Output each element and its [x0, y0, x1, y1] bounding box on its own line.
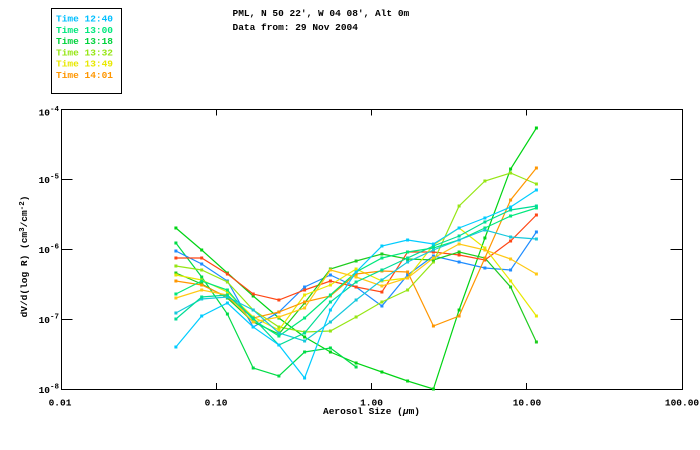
- svg-text:Time 13:18: Time 13:18: [56, 36, 113, 47]
- svg-text:0.10: 0.10: [205, 398, 228, 409]
- svg-text:0.01: 0.01: [49, 398, 72, 409]
- svg-text:dV/d(log R) (cm3/cm-2): dV/d(log R) (cm3/cm-2): [19, 196, 30, 318]
- svg-text:-5: -5: [50, 174, 60, 182]
- svg-text:Time 13:32: Time 13:32: [56, 47, 113, 58]
- svg-text:10: 10: [39, 385, 51, 396]
- svg-text:10: 10: [39, 315, 51, 326]
- svg-text:Time 13:00: Time 13:00: [56, 25, 113, 36]
- svg-text:-8: -8: [50, 384, 60, 392]
- svg-text:100.00: 100.00: [665, 398, 700, 409]
- svg-text:10: 10: [39, 108, 51, 119]
- svg-text:10: 10: [39, 175, 51, 186]
- svg-text:-4: -4: [50, 106, 60, 114]
- svg-text:Time 12:40: Time 12:40: [56, 14, 113, 25]
- svg-text:Aerosol Size (μm): Aerosol Size (μm): [323, 406, 420, 417]
- svg-text:-6: -6: [50, 244, 60, 252]
- svg-text:10: 10: [39, 245, 51, 256]
- svg-text:Time 13:49: Time 13:49: [56, 59, 113, 70]
- svg-text:-7: -7: [50, 314, 59, 322]
- svg-text:Data from: 29 Nov 2004: Data from: 29 Nov 2004: [233, 22, 359, 33]
- svg-text:1.00: 1.00: [360, 398, 383, 409]
- svg-text:Time 14:01: Time 14:01: [56, 70, 113, 81]
- svg-text:10.00: 10.00: [513, 398, 542, 409]
- svg-text:PML, N 50 22', W 04 08', Alt 0: PML, N 50 22', W 04 08', Alt 0m: [233, 8, 410, 19]
